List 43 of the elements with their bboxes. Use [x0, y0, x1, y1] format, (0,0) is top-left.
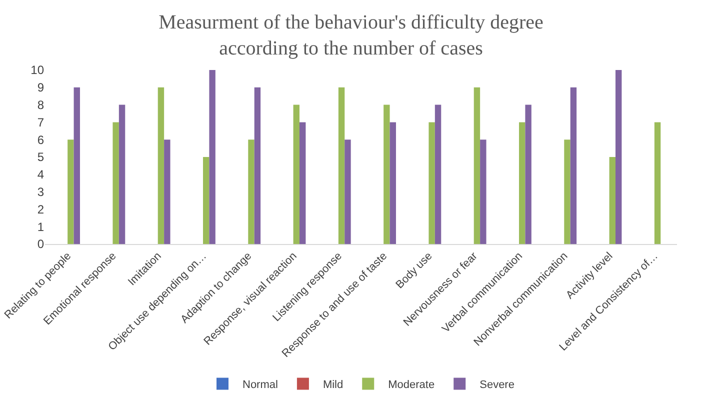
chart-title: Measurment of the behaviour's difficulty degree according to the number of cases [158, 12, 544, 60]
y-tick-label: 7 [37, 115, 44, 130]
bar [390, 122, 396, 244]
bar [474, 87, 480, 244]
y-tick-label: 4 [37, 168, 44, 182]
bar [338, 87, 345, 244]
y-tick-label: 0 [37, 237, 44, 252]
y-tick-label: 6 [37, 132, 44, 147]
bar [615, 70, 622, 244]
bar [609, 157, 616, 244]
y-tick-label: 8 [37, 98, 44, 112]
bar [434, 104, 442, 244]
bar [654, 122, 661, 244]
bar [299, 122, 306, 244]
bar [344, 140, 351, 244]
bar [480, 140, 486, 244]
bar [254, 87, 261, 244]
bar [118, 104, 126, 244]
bar [525, 104, 532, 244]
bar [248, 140, 254, 244]
y-tick-label: 10 [30, 63, 44, 78]
bar [203, 157, 210, 244]
bar [158, 87, 164, 244]
y-tick-label: 3 [37, 185, 44, 199]
y-tick-label: 1 [37, 220, 44, 234]
legend-label: Normal [242, 379, 278, 392]
legend-label: Mild [322, 379, 344, 392]
y-tick-label: 2 [37, 202, 44, 216]
bar [519, 122, 526, 244]
legend-label: Severe [480, 379, 514, 392]
y-tick-label: 9 [37, 80, 44, 95]
bar [564, 140, 570, 244]
bar [112, 122, 119, 244]
bar [68, 140, 74, 244]
bar [384, 104, 390, 244]
bar [293, 104, 300, 244]
bar [164, 140, 170, 244]
bar [74, 87, 80, 244]
legend-label: Moderate [388, 379, 435, 392]
bar [209, 70, 216, 244]
y-tick-label: 5 [37, 150, 44, 164]
bar [570, 87, 577, 244]
bar [428, 122, 435, 244]
